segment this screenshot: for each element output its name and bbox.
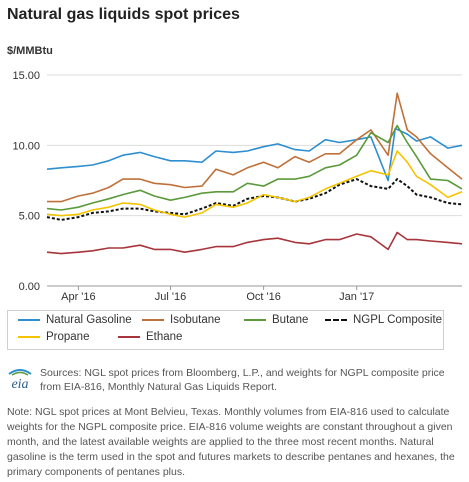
legend-swatch [18,319,40,321]
legend-item-ethane: Ethane [118,331,182,343]
legend-label: Butane [272,314,309,326]
y-tick-label: 0.00 [19,281,40,293]
x-tick-label: Jul '16 [155,291,186,303]
y-tick-label: 15.00 [12,70,40,82]
line-chart: 0.00 5.00 10.00 15.00 Apr '16 Jul '16 Oct '16 J… [12,70,463,303]
legend-label: Natural Gasoline [46,314,132,326]
note-text: Note: NGL spot prices at Mont Belvieu, T… [7,406,455,478]
legend-swatch [118,336,140,338]
series-layer [46,92,463,255]
y-tick-label: 10.00 [12,140,40,152]
chart-legend: Natural Gasoline Isobutane Butane NGPL C… [7,310,444,350]
axis-layer: 0.00 5.00 10.00 15.00 Apr '16 Jul '16 Oct '16 J… [12,70,374,303]
eia-logo: eia [8,369,32,392]
legend-label: Isobutane [170,314,221,326]
legend-swatch [244,319,266,321]
sources-text: Sources: NGL spot prices from Bloomberg,… [40,367,445,393]
legend-label: NGPL Composite [353,314,443,326]
legend-item-ngpl-composite: NGPL Composite [325,314,442,326]
x-tick-label: Apr '16 [61,291,96,303]
legend-swatch [18,336,40,338]
legend-item-isobutane: Isobutane [142,314,221,326]
legend-swatch [325,319,347,321]
series-line-ngpl-composite [46,178,463,221]
legend-swatch [142,319,164,321]
legend-item-butane: Butane [244,314,308,326]
legend-item-natural-gasoline: Natural Gasoline [18,314,132,326]
series-line-butane [46,124,463,211]
x-tick-label: Jan '17 [339,291,374,303]
eia-logo-text: eia [11,377,28,392]
series-line-ethane [46,231,463,255]
legend-item-propane: Propane [18,331,89,343]
chart-title: Natural gas liquids spot prices [7,6,240,23]
series-line-isobutane [47,92,463,203]
series-line-propane [46,150,463,218]
grid-layer [47,74,462,287]
y-axis-unit-label: $/MMBtu [7,45,53,57]
legend-label: Propane [46,331,90,343]
y-tick-label: 5.00 [19,211,40,223]
x-tick-label: Oct '16 [246,291,281,303]
legend-label: Ethane [146,331,183,343]
